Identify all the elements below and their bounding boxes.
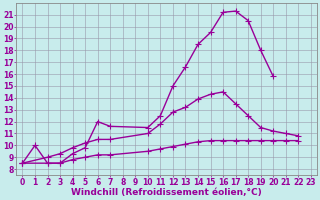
X-axis label: Windchill (Refroidissement éolien,°C): Windchill (Refroidissement éolien,°C): [71, 188, 262, 197]
